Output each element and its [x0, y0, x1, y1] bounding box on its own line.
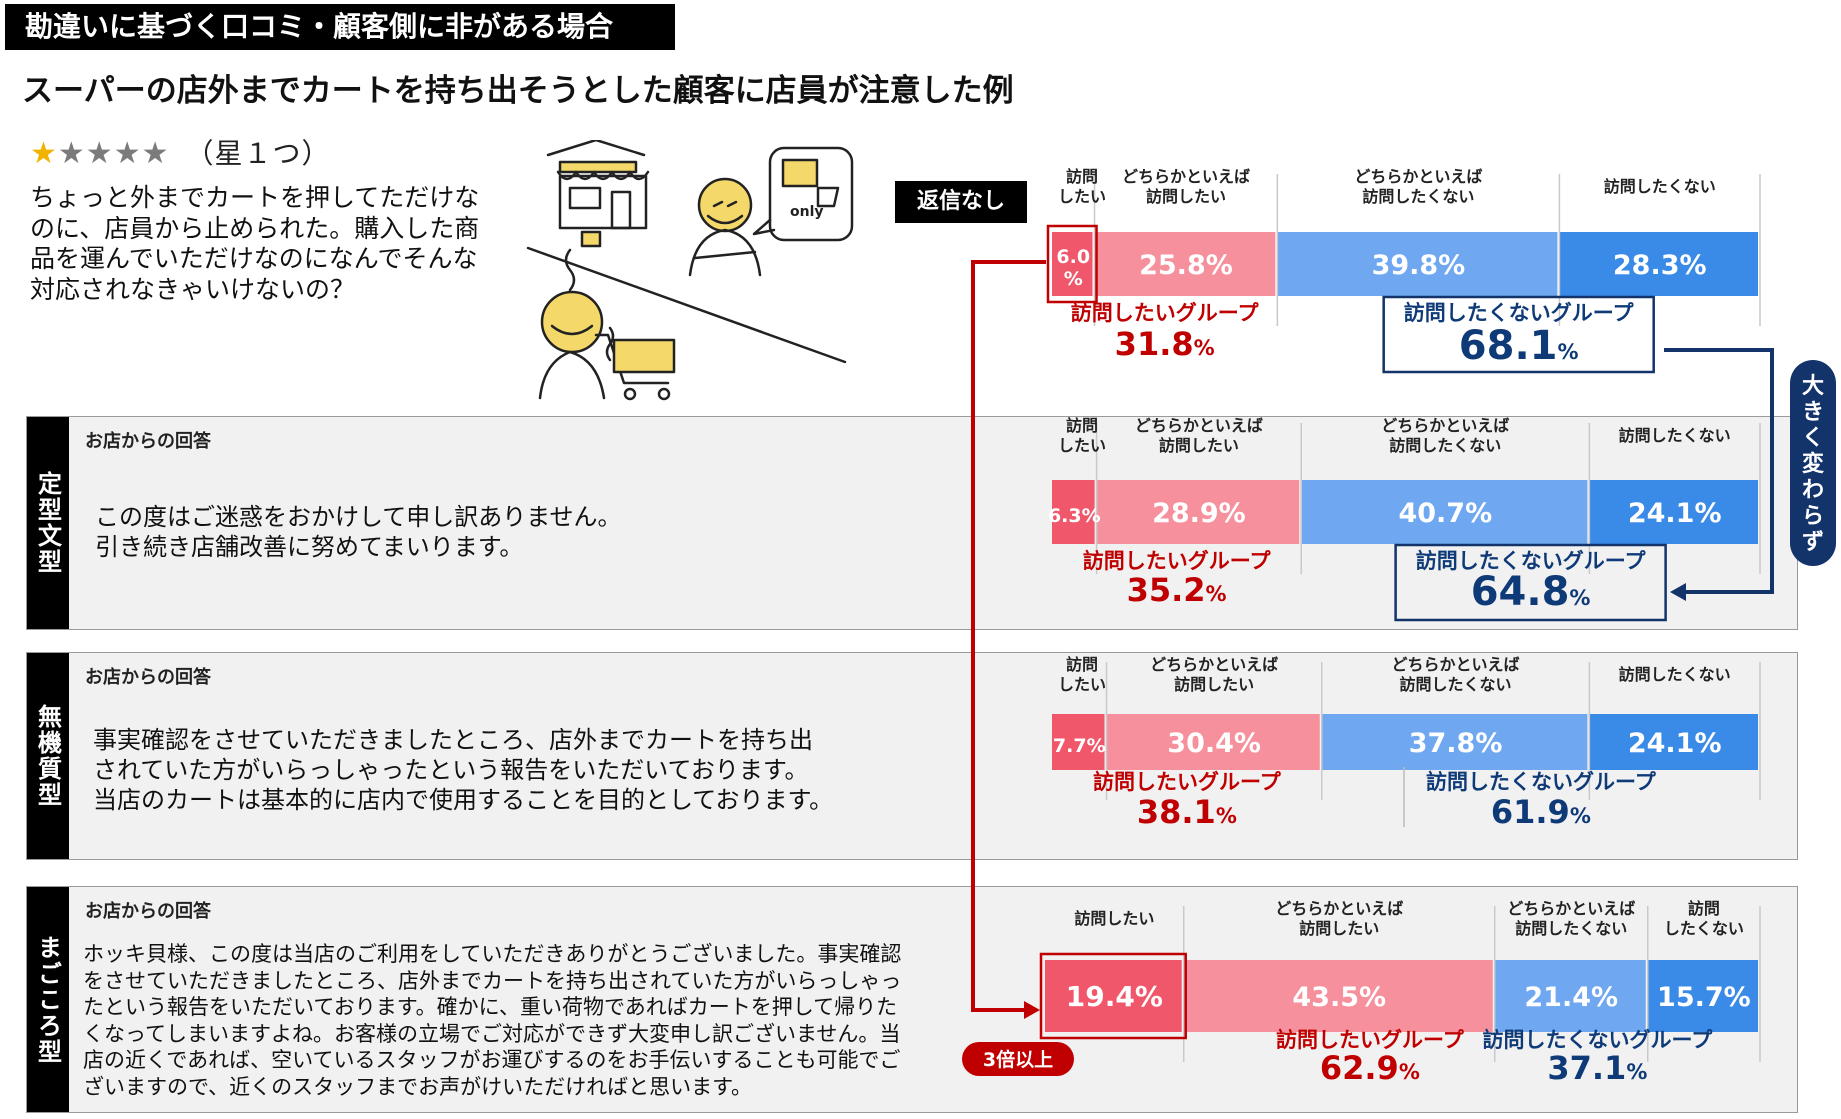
- reply-line: この度はご迷惑をおかけして申し訳ありません。: [95, 503, 622, 531]
- panel-title: お店からの回答: [85, 431, 211, 452]
- reply-line: ざいますので、近くのスタッフまでお声がけいただければと思います。: [83, 1074, 753, 1099]
- store-cart-illustration: only: [526, 140, 854, 401]
- panel-title: お店からの回答: [85, 667, 211, 688]
- panel-template-reply: 定型文型 お店からの回答 この度はご迷惑をおかけして申し訳ありません。 引き続き…: [26, 416, 1798, 630]
- bubble-label: only: [790, 204, 824, 220]
- panel-sincere-reply: まごころ型 お店からの回答 ホッキ貝様、この度は当店のご利用をしていただきありが…: [26, 886, 1798, 1113]
- reply-line: 引き続き店舗改善に努めてまいります。: [95, 533, 524, 561]
- section-tag: 勘違いに基づく口コミ・顧客側に非がある場合: [5, 4, 675, 50]
- reply-line: をさせていただきましたところ、店外までカートを持ち出されていた方がいらっしゃっ: [83, 968, 902, 993]
- category-label: 訪問したくない: [1604, 177, 1716, 196]
- reply-line: くなってしまいますよね。お客様の立場でご対応ができず大変申し訳ございません。当: [83, 1021, 901, 1046]
- no-change-char: わ: [1802, 478, 1824, 503]
- category-label: どちらかといえば: [1354, 167, 1482, 186]
- stacked-bar-chart: 訪問したいどちらかといえば訪問したいどちらかといえば訪問したくない訪問したくない…: [1046, 167, 1761, 374]
- panel-reply-text: この度はご迷惑をおかけして申し訳ありません。 引き続き店舗改善に努めてまいります…: [95, 502, 622, 562]
- value-label: 28.3%: [1613, 250, 1707, 281]
- bar-segment: [1277, 232, 1558, 296]
- reply-line: 当店のカートは基本的に店内で使用することを目的としております。: [93, 786, 834, 814]
- empty-stars-icon: ★★★★: [57, 136, 170, 171]
- group-label-not: 訪問したくないグループ: [1404, 301, 1635, 325]
- panel-reply-text: 事実確認をさせていただきましたところ、店外までカートを持ち出 されていた方がいら…: [93, 725, 833, 815]
- bar-segment: [1052, 232, 1093, 296]
- bar-segment: [1559, 232, 1758, 296]
- highlight-box: [1046, 224, 1098, 304]
- value-label: 6.0: [1056, 246, 1090, 268]
- panel-reply-text: ホッキ貝様、この度は当店のご利用をしていただきありがとうございました。事実確認 …: [83, 941, 901, 1100]
- group-label-want: 訪問したいグループ: [1071, 301, 1260, 325]
- category-label: 訪問: [1066, 167, 1098, 186]
- no-change-char: ず: [1802, 530, 1824, 555]
- category-label: どちらかといえば: [1122, 167, 1250, 186]
- review-text: ちょっと外までカートを押してただけなのに、店員から止められた。購入した商品を運ん…: [30, 183, 480, 304]
- page-title: スーパーの店外までカートを持ち出そうとした顧客に店員が注意した例: [22, 73, 1014, 109]
- no-change-char: 変: [1802, 451, 1824, 477]
- reply-line: 事実確認をさせていただきましたところ、店外までカートを持ち出: [93, 726, 813, 754]
- reply-line: たという報告をいただいております。確かに、重い荷物であればカートを押して帰りた: [83, 995, 898, 1019]
- category-label: したい: [1058, 187, 1106, 206]
- no-change-char: く: [1802, 426, 1824, 451]
- bar-segment: [1094, 232, 1276, 296]
- filled-star-icon: ★: [30, 136, 58, 171]
- panel-side-label: 定型文型: [27, 417, 69, 629]
- panel-side-label: まごころ型: [27, 887, 69, 1112]
- rating-label: （星１つ）: [185, 137, 331, 170]
- group-value-not: 68.1%: [1459, 323, 1579, 369]
- no-change-char: き: [1802, 400, 1824, 425]
- no-change-char: ら: [1802, 504, 1824, 529]
- star-rating: ★★★★★ （星１つ）: [30, 132, 331, 172]
- no-reply-tag: 返信なし: [895, 181, 1027, 223]
- panel-side-label: 無機質型: [27, 653, 69, 859]
- reply-line: 店の近くであれば、空いているスタッフがお運びするのをお手伝いすることも可能でご: [83, 1048, 901, 1072]
- value-label: 39.8%: [1372, 250, 1466, 281]
- value-label: 25.8%: [1139, 250, 1233, 281]
- panel-impersonal-reply: 無機質型 お店からの回答 事実確認をさせていただきましたところ、店外までカートを…: [26, 652, 1798, 860]
- reply-line: ホッキ貝様、この度は当店のご利用をしていただきありがとうございました。事実確認: [83, 942, 902, 966]
- value-label: %: [1064, 268, 1083, 290]
- reply-line: されていた方がいらっしゃったという報告をいただいております。: [93, 756, 809, 784]
- no-change-char: 大: [1802, 374, 1824, 399]
- group-box: [1382, 295, 1655, 374]
- panel-title: お店からの回答: [85, 901, 211, 922]
- category-label: 訪問したくない: [1362, 187, 1474, 206]
- category-label: 訪問したい: [1146, 187, 1226, 206]
- group-value-want: 31.8%: [1115, 325, 1215, 363]
